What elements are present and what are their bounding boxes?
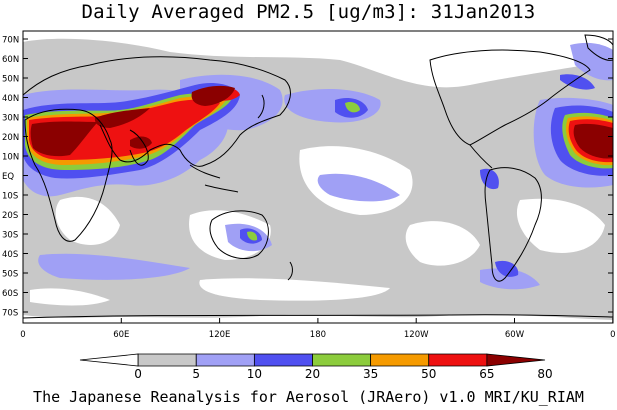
- colorbar-label: 0: [134, 367, 142, 381]
- lon-label: 0: [20, 330, 25, 340]
- colorbar-swatch: [253, 353, 313, 367]
- lat-label: 20N: [2, 133, 19, 143]
- lon-label: 60E: [113, 330, 129, 340]
- colorbar-swatch: [195, 353, 255, 367]
- lat-label: EQ: [2, 172, 14, 182]
- lat-label: 70N: [2, 36, 19, 46]
- lat-label: 50S: [2, 270, 18, 280]
- colorbar-swatch: [79, 353, 139, 367]
- lon-label: 120E: [209, 330, 231, 340]
- colorbar-label: 5: [192, 367, 200, 381]
- lon-label: 60W: [505, 330, 525, 340]
- colorbar-swatch: [370, 353, 430, 367]
- lat-label: 20S: [2, 211, 18, 221]
- footer-credit: The Japanese Reanalysis for Aerosol (JRA…: [33, 388, 584, 406]
- lat-label: 10S: [2, 192, 18, 202]
- lat-label: 30N: [2, 114, 19, 124]
- coastlines: [22, 34, 614, 319]
- lat-label: 60S: [2, 289, 18, 299]
- colorbar-swatch: [137, 353, 197, 367]
- colorbar-label: 65: [479, 367, 494, 381]
- pm25-field: [23, 38, 613, 320]
- lat-label: 50N: [2, 75, 19, 85]
- lon-label: 180: [310, 330, 326, 340]
- lat-label: 40N: [2, 94, 19, 104]
- lat-label: 10N: [2, 153, 19, 163]
- lat-label: 60N: [2, 55, 19, 65]
- colorbar-label: 50: [421, 367, 436, 381]
- lat-label: 30S: [2, 231, 18, 241]
- lon-label: 120W: [404, 330, 429, 340]
- colorbar-swatch: [312, 353, 372, 367]
- lat-label: 40S: [2, 250, 18, 260]
- lon-label: 0: [610, 330, 615, 340]
- map-title: Daily Averaged PM2.5 [ug/m3]: 31Jan2013: [81, 1, 536, 23]
- longitude-axis: 0 60E 120E 180 120W 60W 0: [20, 318, 616, 340]
- colorbar-label: 20: [305, 367, 320, 381]
- colorbar-label: 80: [537, 367, 552, 381]
- field-80-plus: [30, 85, 613, 159]
- colorbar-swatch: [428, 353, 488, 367]
- colorbar-swatch: [486, 353, 546, 367]
- colorbar: 0 5 10 20 35 50 65 80: [79, 353, 553, 381]
- lat-label: 70S: [2, 309, 18, 319]
- latitude-axis: 70N 60N 50N 40N 30N 20N 10N EQ 10S 20S 30S 40S 50S 60…: [2, 36, 613, 319]
- colorbar-label: 35: [363, 367, 378, 381]
- colorbar-label: 10: [247, 367, 262, 381]
